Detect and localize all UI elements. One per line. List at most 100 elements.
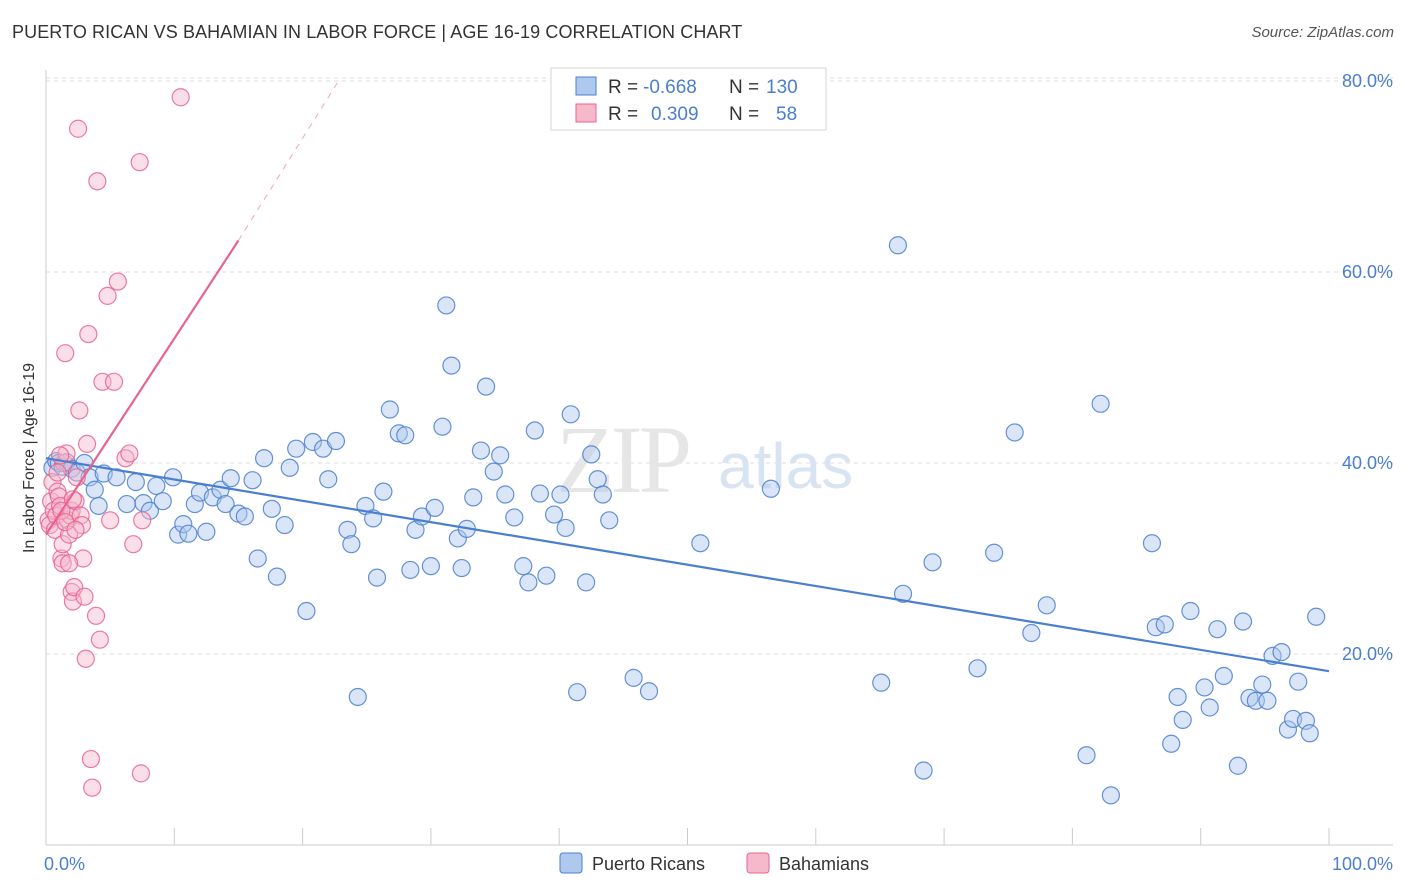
point-blue-25 [197, 522, 216, 541]
point-blue-50 [367, 568, 387, 587]
y-axis-label: In Labor Force | Age 16-19 [21, 363, 38, 553]
legend-swatch-pink [575, 103, 597, 123]
point-pink-27 [71, 506, 90, 525]
point-blue-70 [491, 446, 510, 465]
y-tick-labels: 20.0% 40.0% 60.0% 80.0% [1342, 71, 1393, 664]
point-blue-72 [505, 508, 524, 527]
point-blue-123 [1272, 642, 1291, 662]
point-blue-103 [1091, 394, 1110, 413]
watermark-zip: ZIP [556, 406, 689, 513]
point-pink-37 [88, 172, 107, 191]
point-blue-59 [425, 498, 444, 517]
point-pink-29 [74, 549, 93, 568]
point-pink-46 [124, 535, 143, 554]
watermark-atlas: atlas [718, 430, 853, 502]
point-blue-96 [923, 553, 942, 572]
point-blue-39 [287, 439, 306, 458]
point-pink-34 [81, 749, 101, 769]
legend-r-value-blue: -0.668 [643, 77, 697, 98]
y-tick-label-20: 20.0% [1342, 644, 1393, 664]
point-pink-21 [63, 592, 83, 611]
point-blue-89 [639, 682, 659, 701]
point-blue-16 [140, 501, 160, 520]
point-blue-80 [556, 518, 575, 538]
point-blue-38 [280, 458, 299, 477]
point-blue-98 [985, 543, 1004, 562]
trend-line-blue [45, 457, 1330, 673]
point-blue-126 [1289, 672, 1308, 691]
point-blue-113 [1200, 698, 1219, 717]
bottom-legend-swatch-puerto-ricans [559, 852, 583, 874]
point-blue-101 [1037, 596, 1056, 615]
point-blue-82 [568, 683, 587, 702]
point-blue-112 [1195, 678, 1214, 697]
point-blue-84 [582, 445, 601, 464]
point-pink-26 [70, 401, 89, 420]
point-blue-74 [519, 573, 538, 592]
point-blue-128 [1300, 724, 1319, 743]
point-blue-10 [89, 496, 108, 516]
point-blue-55 [401, 560, 420, 580]
point-blue-97 [968, 659, 987, 678]
point-pink-43 [108, 272, 127, 291]
point-blue-60 [433, 417, 452, 436]
series-puerto-ricans [43, 236, 1326, 805]
trend-line-pink [45, 239, 240, 536]
point-blue-51 [374, 482, 393, 501]
legend-n-value-blue: 130 [766, 77, 798, 98]
legend-r-value-pink: 0.309 [651, 104, 699, 125]
point-blue-17 [147, 476, 166, 496]
point-blue-9 [85, 480, 104, 499]
legend-n-label-pink: N = [729, 104, 759, 125]
point-blue-124 [1278, 720, 1298, 739]
point-blue-68 [476, 377, 496, 396]
point-pink-11 [53, 535, 72, 554]
point-blue-90 [691, 534, 710, 553]
point-blue-58 [421, 557, 440, 576]
y-tick-label-80: 80.0% [1342, 71, 1393, 91]
point-blue-52 [380, 400, 399, 419]
legend-r-label-pink: R = [608, 104, 638, 125]
point-blue-99 [1005, 423, 1024, 442]
point-blue-62 [442, 356, 461, 375]
point-pink-8 [49, 487, 68, 506]
point-pink-42 [104, 372, 124, 391]
point-blue-53 [389, 424, 408, 443]
point-blue-78 [544, 505, 564, 524]
point-pink-55 [66, 520, 85, 539]
point-blue-120 [1253, 675, 1272, 694]
legend-box: R = -0.668 N = 130 R = 0.309 N = 58 [550, 67, 827, 131]
point-blue-44 [326, 431, 346, 451]
point-blue-79 [551, 485, 570, 504]
legend-n-label-blue: N = [729, 77, 759, 98]
legend-swatch-blue [575, 76, 597, 96]
point-blue-102 [1077, 746, 1096, 765]
point-pink-14 [56, 344, 75, 363]
point-blue-66 [464, 488, 483, 507]
point-blue-31 [235, 507, 254, 526]
point-pink-35 [83, 778, 102, 797]
point-blue-91 [761, 479, 780, 498]
y-tick-label-40: 40.0% [1342, 453, 1393, 473]
point-blue-108 [1162, 734, 1181, 753]
point-blue-28 [216, 494, 235, 514]
point-blue-110 [1173, 710, 1192, 729]
source-label: Source: ZipAtlas.com [1251, 24, 1394, 41]
point-blue-85 [588, 470, 607, 489]
legend-r-label-blue: R = [608, 77, 638, 98]
chart-title: PUERTO RICAN VS BAHAMIAN IN LABOR FORCE … [12, 22, 743, 42]
point-blue-29 [221, 469, 240, 488]
point-blue-77 [537, 566, 556, 585]
point-pink-38 [90, 630, 109, 649]
point-blue-88 [624, 668, 643, 687]
point-blue-87 [600, 511, 619, 530]
point-blue-45 [338, 520, 357, 539]
series-bahamians [39, 88, 190, 797]
bottom-legend: Puerto Ricans Bahamians [559, 852, 869, 874]
point-blue-75 [525, 421, 544, 440]
point-blue-18 [153, 492, 172, 511]
point-blue-46 [342, 535, 361, 554]
point-pink-52 [56, 513, 75, 532]
point-blue-69 [484, 462, 503, 481]
